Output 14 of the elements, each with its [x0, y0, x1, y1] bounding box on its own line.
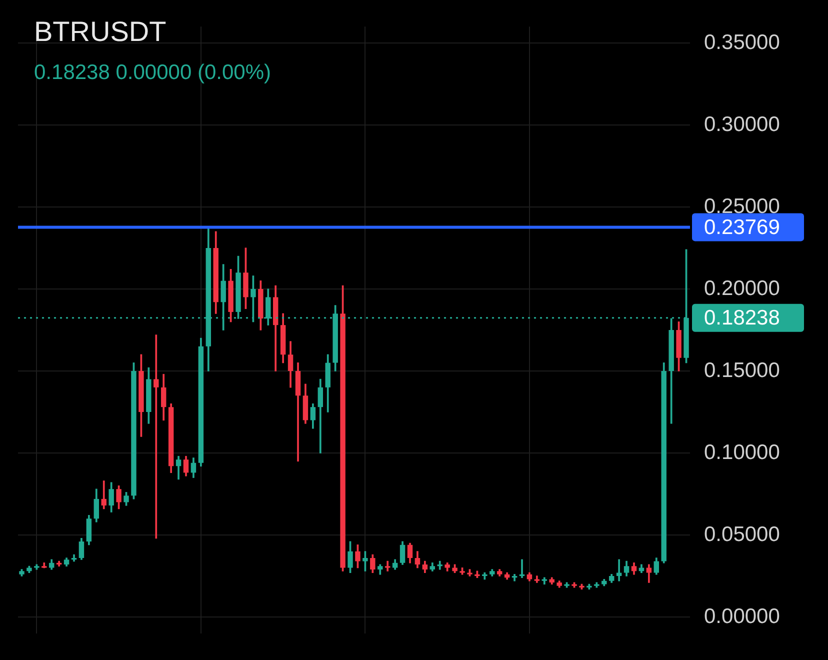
y-tick-label: 0.10000: [704, 440, 780, 464]
ref-line-label: 0.23769: [704, 216, 780, 239]
y-tick-label: 0.35000: [704, 30, 780, 54]
y-tick-label: 0.05000: [704, 522, 780, 546]
text: 0.18238 0.00000 (0.00%): [34, 61, 272, 85]
ref-line-label: 0.18238: [704, 306, 780, 330]
chart-title: BTRUSDT: [34, 16, 166, 48]
y-tick-label: 0.25000: [704, 194, 780, 218]
candlestick: [616, 559, 622, 582]
y-tick-label: 0.20000: [704, 276, 780, 300]
y-tick-label: 0.00000: [704, 604, 780, 628]
y-tick-label: 0.15000: [704, 358, 780, 382]
candlestick: [154, 334, 159, 539]
y-tick-label: 0.30000: [704, 112, 780, 136]
